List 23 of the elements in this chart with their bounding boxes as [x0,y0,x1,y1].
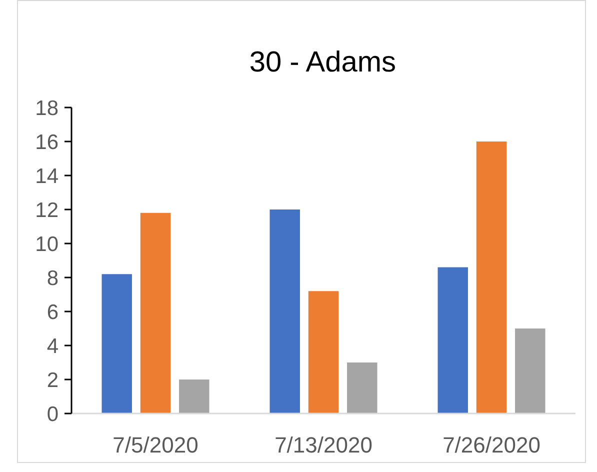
y-tick-label: 14 [35,165,59,188]
bar [140,212,171,414]
x-tick-label: 7/26/2020 [442,432,540,458]
bar [476,142,507,414]
bar [270,210,300,414]
y-tick-label: 2 [46,369,59,392]
bar [515,328,546,414]
y-tick-label: 18 [35,97,58,120]
y-tick-label: 16 [35,131,58,154]
x-tick-label: 7/13/2020 [274,432,372,458]
chart-title: 30 - Adams [249,46,396,78]
y-tick-label: 8 [46,267,59,290]
bar [179,380,210,414]
bar [438,267,468,414]
y-tick-label: 4 [46,335,59,358]
bar [347,362,378,414]
bar [308,291,339,414]
x-tick-label: 7/5/2020 [112,432,198,458]
y-tick-label: 12 [35,199,58,222]
y-tick-label: 0 [46,403,59,426]
y-tick-label: 6 [46,301,59,324]
y-tick-label: 10 [35,233,58,256]
bar [102,274,132,414]
